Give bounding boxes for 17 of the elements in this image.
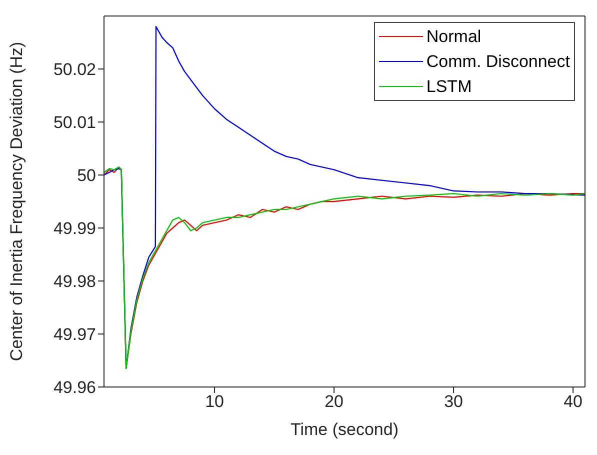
y-tick-label: 50.02 — [53, 60, 96, 80]
y-tick-label: 49.99 — [53, 219, 96, 238]
x-tick-label: 40 — [564, 392, 583, 412]
y-axis-title: Center of Inertia Frequency Deviation (Hz) — [7, 42, 26, 362]
line-series — [104, 166, 585, 370]
y-tick-label: 50.01 — [53, 113, 96, 132]
x-tick-label: 10 — [205, 392, 224, 412]
x-tick-label: 20 — [324, 392, 344, 412]
legend-label: LSTM — [426, 76, 472, 98]
y-tick-label: 49.98 — [53, 272, 96, 292]
x-axis-title: Time (second) — [290, 420, 399, 439]
x-tick-label: 30 — [444, 392, 464, 412]
y-tick-label: 50 — [77, 166, 96, 186]
y-tick-label: 49.97 — [53, 325, 96, 344]
y-tick-label: 49.96 — [53, 378, 96, 398]
legend-label: Normal — [426, 26, 482, 48]
legend-label: Comm. Disconnect — [426, 51, 570, 73]
